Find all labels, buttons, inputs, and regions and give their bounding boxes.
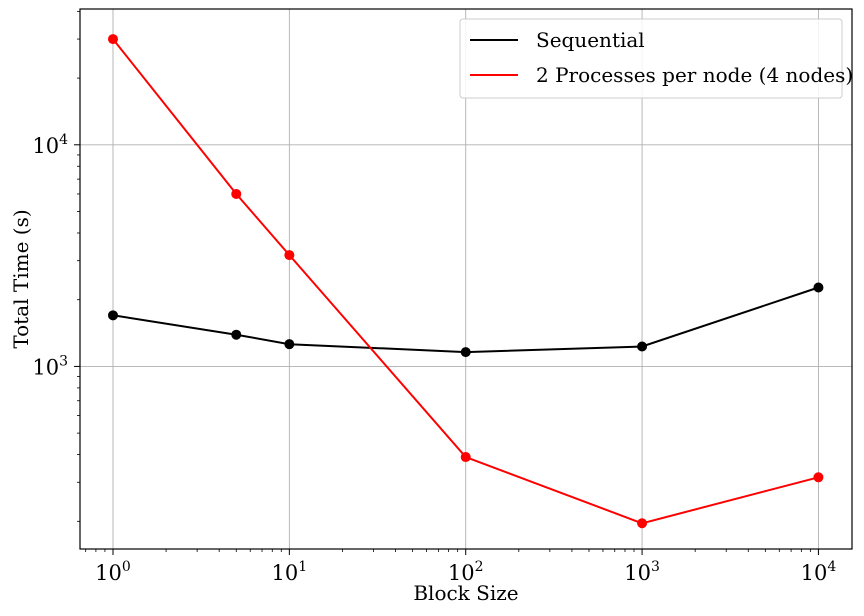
data-point-processes xyxy=(231,188,242,199)
legend-label-processes: 2 Processes per node (4 nodes) xyxy=(536,63,853,87)
tick-layer: 100 101 102 103 104 103 104 xyxy=(32,10,837,585)
x-tick-label: 103 xyxy=(624,559,660,585)
data-point-processes xyxy=(813,472,824,483)
y-tick-label: 103 xyxy=(32,353,68,379)
x-axis-label: Block Size xyxy=(413,581,518,605)
legend-box xyxy=(459,18,843,99)
series-layer xyxy=(107,34,824,529)
data-point-sequential xyxy=(813,282,824,293)
data-point-processes xyxy=(284,250,295,261)
data-point-sequential xyxy=(107,310,118,321)
series-line-sequential xyxy=(112,286,819,354)
data-point-processes xyxy=(107,34,118,45)
grid-layer xyxy=(80,9,852,549)
x-tick-label: 100 xyxy=(95,559,131,585)
y-axis-label: Total Time (s) xyxy=(9,209,33,348)
x-tick-label: 104 xyxy=(801,559,837,585)
x-tick-label: 101 xyxy=(272,559,308,585)
legend: Sequential 2 Processes per node (4 nodes… xyxy=(459,18,853,99)
data-point-processes xyxy=(460,452,471,463)
data-point-sequential xyxy=(460,347,471,358)
data-point-sequential xyxy=(284,339,295,350)
data-point-sequential xyxy=(231,329,242,340)
y-tick-label: 104 xyxy=(32,132,68,158)
data-point-processes xyxy=(637,518,648,529)
data-point-sequential xyxy=(637,341,648,352)
series-line-processes xyxy=(112,38,819,525)
x-tick-label: 102 xyxy=(448,559,484,585)
legend-label-sequential: Sequential xyxy=(536,28,645,52)
